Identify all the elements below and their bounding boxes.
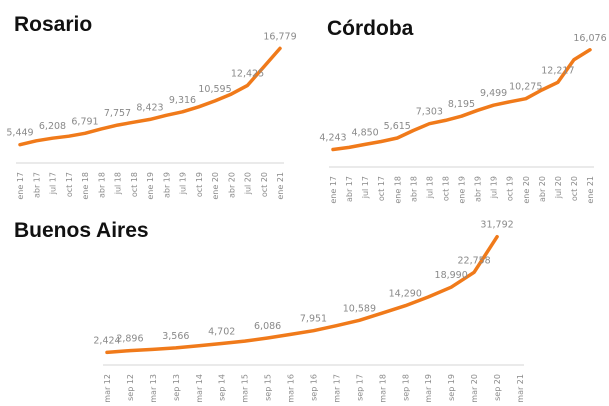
chart-title-rosario: Rosario [14, 13, 92, 36]
data-label-rosario: 8,423 [136, 102, 163, 113]
x-tick-label-rosario: ene 21 [276, 172, 285, 200]
x-tick-label-rosario: ene 19 [146, 172, 155, 200]
data-label-cordoba: 12,217 [541, 65, 574, 76]
data-label-buenos-aires: 31,792 [480, 220, 513, 231]
data-label-cordoba: 4,243 [319, 133, 346, 144]
series-line-buenos-aires [105, 234, 499, 355]
x-tick-label-rosario: abr 18 [97, 172, 106, 198]
data-label-cordoba: 9,499 [480, 88, 507, 99]
x-tick-label-buenos-aires: sep 18 [401, 374, 410, 401]
data-label-buenos-aires: 18,990 [435, 270, 468, 281]
x-tick-label-buenos-aires: sep 16 [310, 374, 319, 401]
panel-rosario: Rosario ene 17 abr 17 jul 17 oct 17 ene 18 ab… [6, 13, 296, 200]
data-label-rosario: 6,791 [71, 116, 98, 127]
plot-rosario: ene 17 abr 17 jul 17 oct 17 ene 18 abr 18 jul … [6, 31, 296, 199]
x-tick-label-buenos-aires: sep 17 [355, 374, 364, 401]
x-tick-label-buenos-aires: sep 13 [172, 374, 181, 401]
x-tick-label-buenos-aires: sep 15 [264, 374, 273, 401]
data-label-rosario: 12,425 [231, 68, 264, 79]
x-tick-label-cordoba: abr 18 [409, 176, 418, 202]
x-tick-label-buenos-aires: sep 19 [447, 374, 456, 401]
data-label-buenos-aires: 4,702 [208, 326, 235, 337]
chart-title-buenos-aires: Buenos Aires [14, 219, 149, 242]
data-label-cordoba: 16,076 [573, 33, 606, 44]
data-label-cordoba: 5,615 [384, 121, 411, 132]
data-label-rosario: 5,449 [6, 128, 33, 139]
series-line-cordoba [331, 48, 592, 152]
x-tick-label-buenos-aires: sep 20 [493, 374, 502, 401]
series-line-rosario [18, 46, 282, 147]
x-tick-label-cordoba: ene 18 [393, 176, 402, 204]
x-tick-label-buenos-aires: mar 19 [424, 374, 433, 403]
x-tick-label-buenos-aires: mar 13 [149, 374, 158, 403]
x-tick-label-cordoba: jul 19 [490, 176, 499, 199]
x-tick-label-buenos-aires: sep 12 [126, 374, 135, 401]
plot-cordoba: ene 17 abr 17 jul 17 oct 17 ene 18 abr 18 jul … [319, 33, 606, 204]
x-tick-label-cordoba: abr 20 [538, 176, 547, 202]
x-tick-label-cordoba: ene 19 [458, 176, 467, 204]
x-tick-label-rosario: abr 20 [227, 172, 236, 198]
plot-buenos-aires: mar 12 sep 12 mar 13 sep 13 mar 14 sep 14 mar … [93, 220, 525, 403]
x-tick-label-buenos-aires: sep 14 [218, 374, 227, 401]
data-label-buenos-aires: 2,424 [93, 335, 120, 346]
x-tick-label-cordoba: oct 18 [441, 176, 450, 201]
x-tick-label-buenos-aires: mar 18 [378, 374, 387, 403]
x-tick-label-rosario: oct 19 [195, 172, 204, 197]
data-label-buenos-aires: 2,896 [116, 334, 143, 345]
x-tick-label-buenos-aires: mar 12 [103, 374, 112, 403]
x-tick-label-buenos-aires: mar 21 [516, 374, 525, 403]
x-tick-label-cordoba: oct 17 [377, 176, 386, 201]
x-tick-label-buenos-aires: mar 15 [241, 374, 250, 403]
data-label-buenos-aires: 6,086 [254, 321, 281, 332]
data-label-cordoba: 7,303 [416, 107, 443, 118]
x-tick-label-rosario: abr 19 [162, 172, 171, 198]
x-tick-label-rosario: jul 19 [179, 172, 188, 195]
panel-cordoba: Córdoba ene 17 abr 17 jul 17 oct 17 ene 18 ab… [319, 17, 606, 204]
x-tick-label-buenos-aires: mar 14 [195, 374, 204, 403]
x-tick-label-rosario: ene 20 [211, 172, 220, 200]
x-tick-label-rosario: jul 18 [114, 172, 123, 195]
data-label-buenos-aires: 14,290 [389, 289, 422, 300]
x-tick-label-rosario: ene 18 [81, 172, 90, 200]
data-label-rosario: 16,779 [263, 31, 296, 42]
data-label-cordoba: 8,195 [448, 99, 475, 110]
data-label-rosario: 6,208 [39, 121, 66, 132]
data-label-buenos-aires: 10,589 [343, 303, 376, 314]
x-tick-label-rosario: oct 20 [260, 172, 269, 197]
x-tick-label-cordoba: ene 20 [522, 176, 531, 204]
data-label-buenos-aires: 3,566 [162, 331, 189, 342]
x-tick-label-rosario: abr 17 [32, 172, 41, 198]
x-tick-label-cordoba: ene 17 [329, 176, 338, 204]
x-tick-label-rosario: jul 17 [49, 172, 58, 195]
data-label-buenos-aires: 22,758 [457, 255, 490, 266]
panel-buenos-aires: Buenos Aires mar 12 sep 12 mar 13 sep 13 mar… [14, 219, 525, 403]
x-tick-label-cordoba: oct 20 [570, 176, 579, 201]
chart-title-cordoba: Córdoba [327, 17, 414, 40]
x-tick-label-cordoba: oct 19 [506, 176, 515, 201]
x-tick-label-rosario: oct 18 [130, 172, 139, 197]
x-tick-label-rosario: jul 20 [244, 172, 253, 195]
x-tick-label-cordoba: abr 19 [474, 176, 483, 202]
x-tick-label-cordoba: jul 18 [425, 176, 434, 199]
x-tick-label-cordoba: abr 17 [345, 176, 354, 202]
x-tick-label-cordoba: jul 17 [361, 176, 370, 199]
data-label-rosario: 7,757 [104, 108, 131, 119]
data-label-rosario: 9,316 [169, 95, 196, 106]
data-label-cordoba: 4,850 [352, 127, 379, 138]
x-tick-label-cordoba: ene 21 [586, 176, 595, 204]
x-tick-label-buenos-aires: mar 16 [287, 374, 296, 403]
data-label-rosario: 10,595 [198, 84, 231, 95]
x-tick-label-cordoba: jul 20 [554, 176, 563, 199]
x-tick-label-rosario: oct 17 [65, 172, 74, 197]
x-tick-label-buenos-aires: mar 17 [332, 374, 341, 403]
x-tick-label-rosario: ene 17 [16, 172, 25, 200]
data-label-buenos-aires: 7,951 [300, 314, 327, 325]
data-label-cordoba: 10,275 [509, 82, 542, 93]
x-tick-label-buenos-aires: mar 20 [470, 374, 479, 403]
